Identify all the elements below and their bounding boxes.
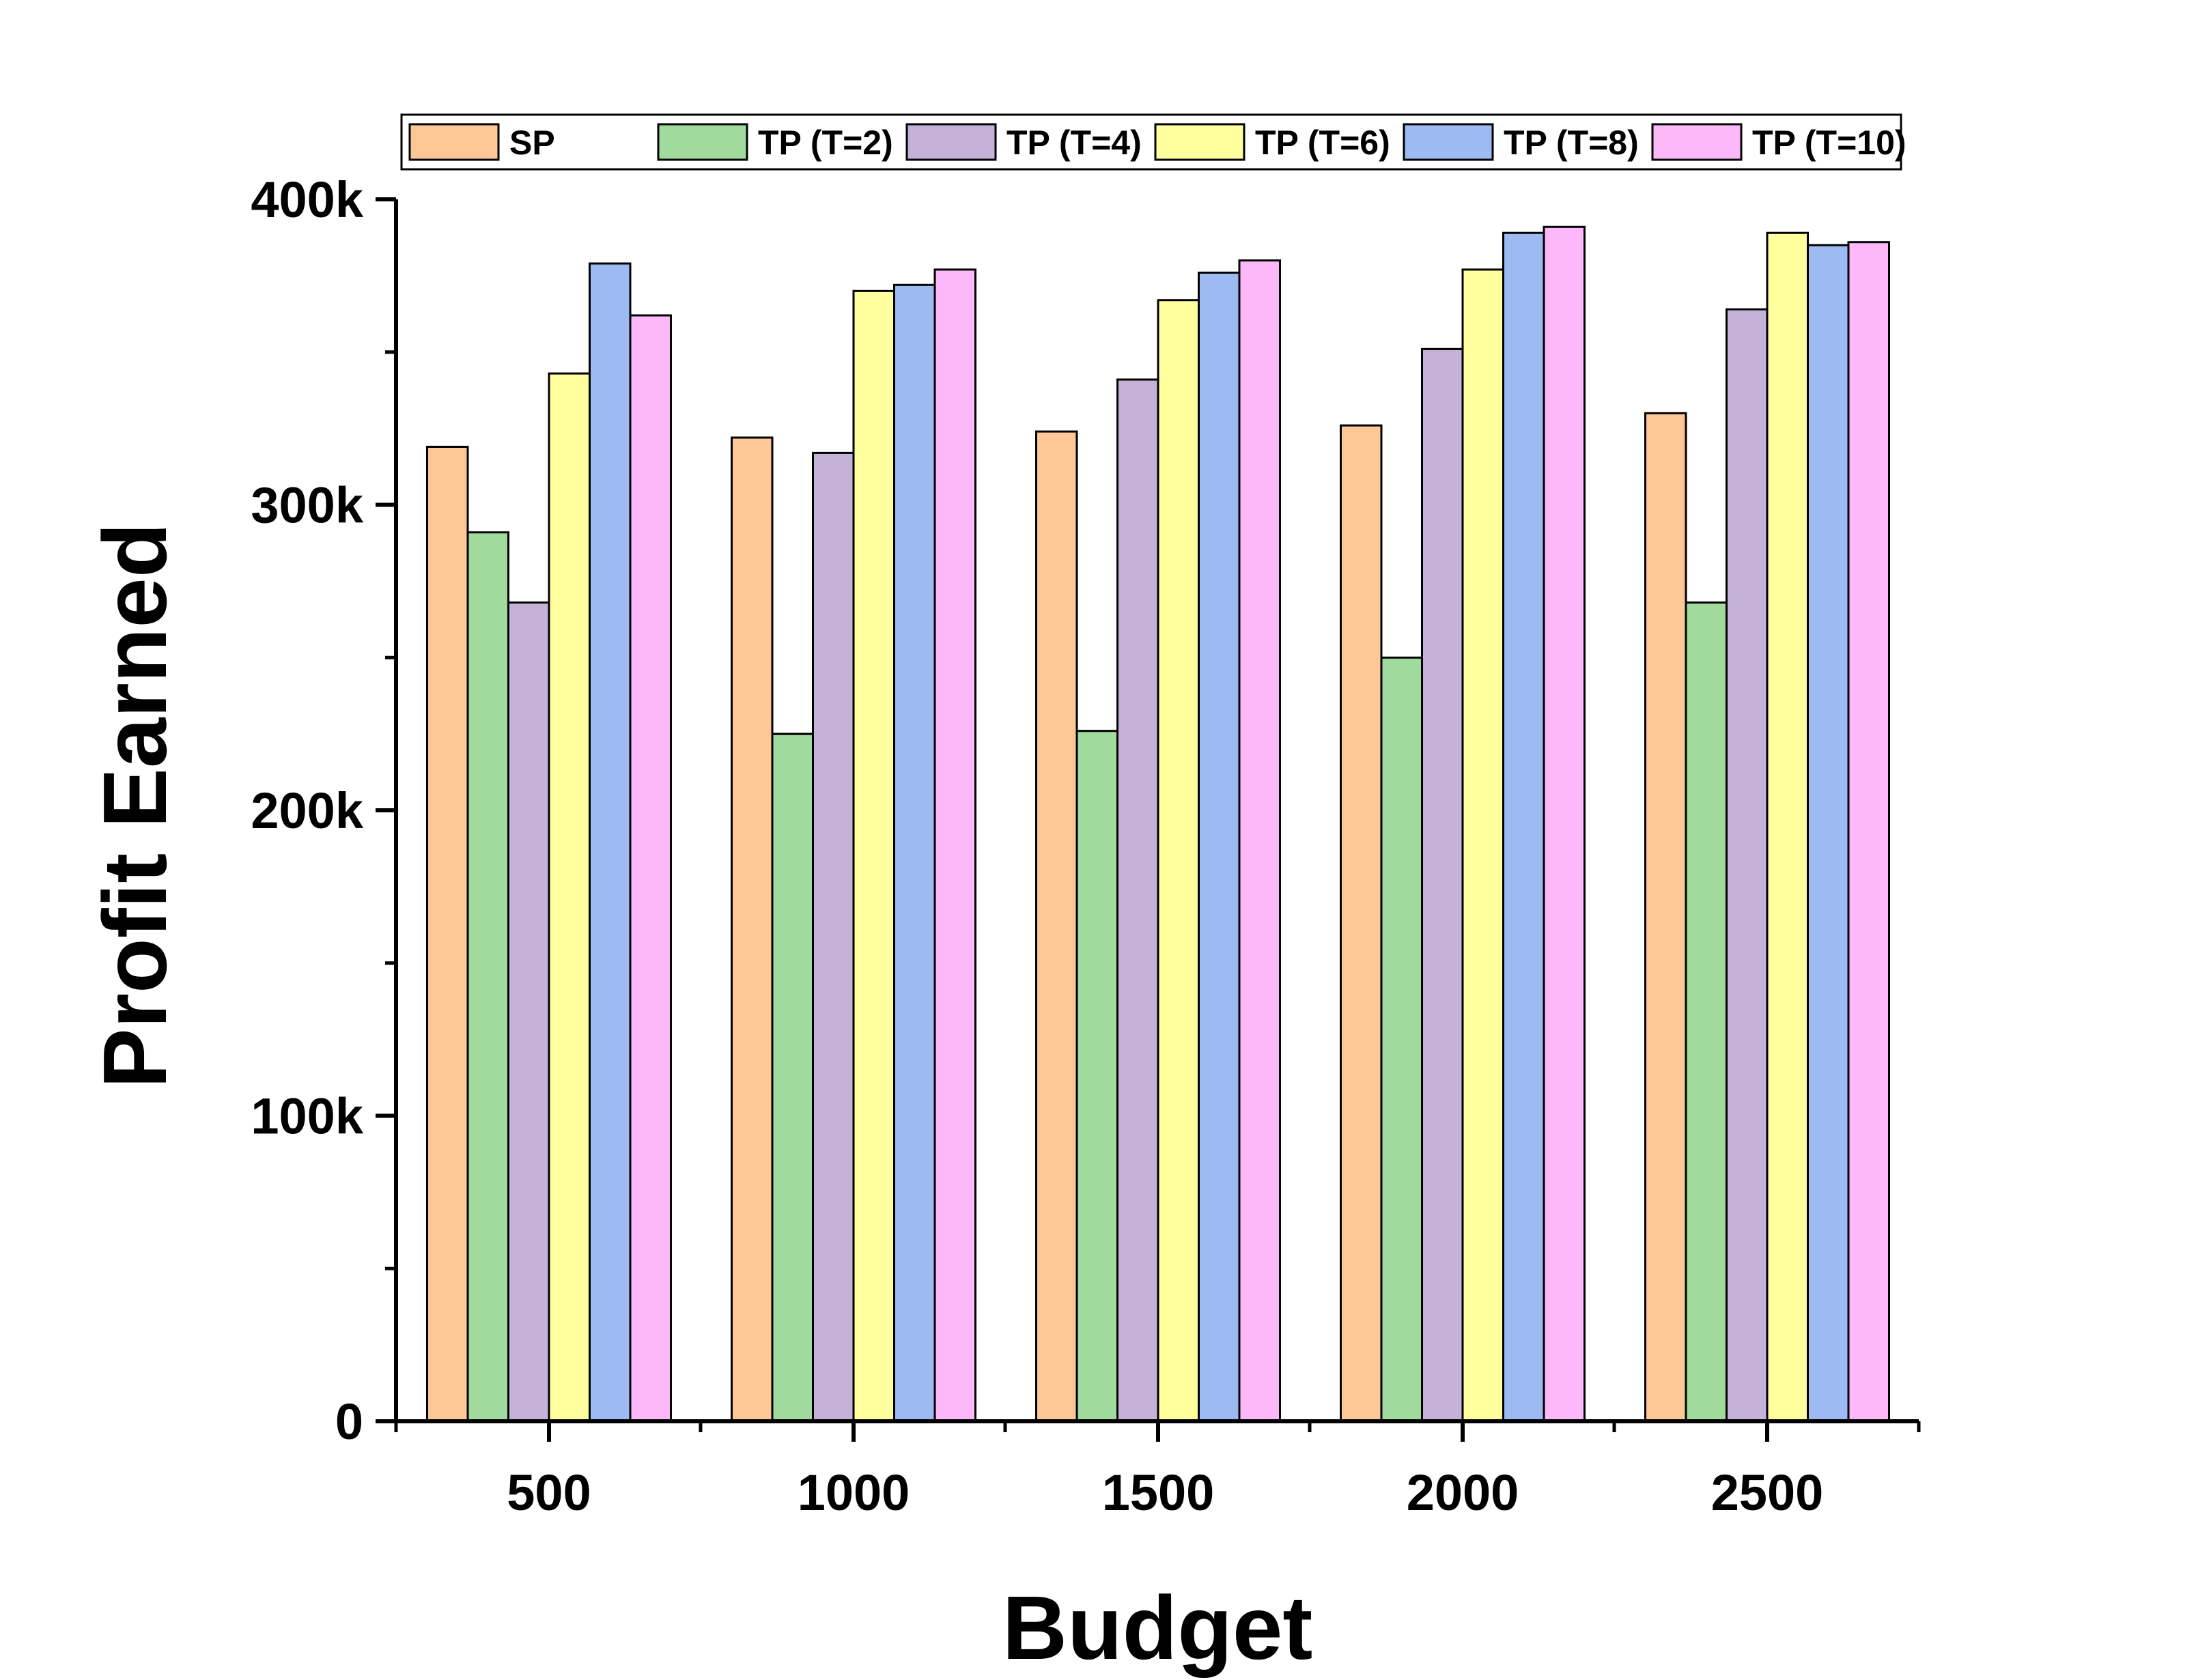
legend-box [400,113,1902,171]
legend-swatch [1154,123,1245,161]
legend-label: TP (T=8) [1504,124,1639,162]
bar-500-3 [548,372,591,1423]
x-tick-label: 1500 [1102,1464,1215,1521]
bar-1000-0 [731,436,774,1423]
bar-1500-1 [1075,730,1118,1423]
y-tick-label: 200k [251,782,363,839]
bar-2500-1 [1685,601,1728,1423]
x-tick-label: 2000 [1407,1464,1519,1521]
bar-1500-5 [1238,259,1281,1423]
x-tick-label: 2500 [1711,1464,1824,1521]
bar-2000-0 [1340,424,1383,1423]
legend-swatch [905,123,997,161]
legend-swatch [408,123,500,161]
bar-2500-2 [1726,308,1769,1423]
legend-swatch [1403,123,1494,161]
bar-2500-3 [1766,231,1809,1423]
bar-1000-3 [852,289,895,1423]
bar-500-5 [629,314,672,1423]
y-axis-title: Profit Earned [85,523,185,1089]
legend-label: TP (T=10) [1752,124,1906,162]
bar-2000-1 [1380,656,1423,1423]
bar-2500-4 [1807,244,1850,1423]
bar-2000-4 [1502,231,1545,1423]
y-tick-label: 100k [251,1088,363,1145]
bar-500-1 [466,531,509,1423]
bar-1000-2 [812,451,855,1423]
bar-1000-1 [771,732,814,1423]
bar-500-0 [426,446,469,1423]
bar-1500-4 [1198,271,1241,1423]
bar-2500-5 [1847,241,1890,1423]
y-tick-label: 300k [251,477,363,534]
bar-1500-2 [1116,378,1159,1423]
bar-2000-5 [1543,225,1586,1423]
bar-2000-3 [1461,268,1504,1423]
bar-2000-2 [1421,347,1464,1423]
x-tick-label: 500 [507,1464,591,1521]
bar-500-2 [507,601,550,1423]
y-tick-label: 0 [335,1393,363,1450]
bar-1000-5 [933,268,976,1423]
legend-label: TP (T=2) [758,124,893,162]
bar-1000-4 [893,283,936,1423]
x-axis-title: Budget [1002,1578,1313,1678]
bar-2500-0 [1644,412,1687,1423]
axes-layer: 0 100k 200k 300k 400k 500 1000 1500 2000 2500 [251,171,1921,1521]
y-tick-label: 400k [251,171,363,228]
legend: SP TP (T=2) TP (T=4) TP (T=6) TP (T=8) TP (T=… [400,113,1906,171]
legend-swatch [1651,123,1743,161]
bar-1500-0 [1035,430,1078,1423]
legend-label: TP (T=6) [1255,124,1390,162]
bars-layer [426,225,1890,1423]
legend-swatch [657,123,748,161]
bar-1500-3 [1157,299,1200,1423]
x-tick-label: 1000 [798,1464,910,1521]
legend-label: SP [509,124,555,162]
bar-500-4 [589,262,632,1423]
legend-label: TP (T=4) [1006,124,1142,162]
